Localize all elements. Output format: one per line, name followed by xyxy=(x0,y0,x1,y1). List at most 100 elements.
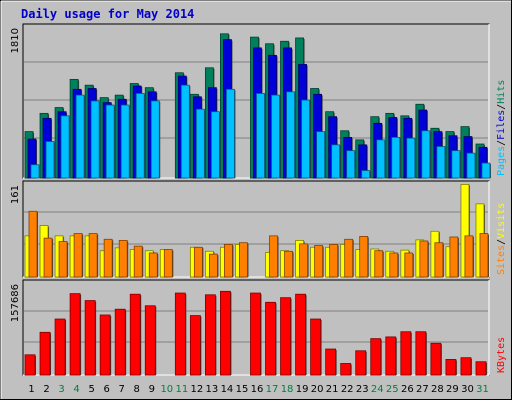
bar-pages xyxy=(120,104,130,179)
bar-pages xyxy=(331,144,341,179)
day-label: 23 xyxy=(356,384,369,395)
bar-kbytes xyxy=(84,300,96,376)
bar-sites xyxy=(299,243,308,278)
day-label: 8 xyxy=(134,384,140,395)
bar-sites xyxy=(224,244,233,278)
bar-pages xyxy=(60,115,70,179)
bar-sites xyxy=(314,245,324,278)
bar-sites xyxy=(148,252,158,278)
bar-pages xyxy=(481,162,491,179)
day-label: 2 xyxy=(43,384,49,395)
bar-pages xyxy=(90,100,100,179)
bar-pages xyxy=(210,111,220,179)
bar-pages xyxy=(466,152,476,179)
bar-sites xyxy=(163,249,173,278)
bar-sites xyxy=(73,233,83,278)
bar-pages xyxy=(316,131,326,179)
bar-kbytes xyxy=(54,318,66,376)
legend-part: Visits xyxy=(496,203,507,239)
ymax-label: 157686 xyxy=(10,284,21,322)
bar-sites xyxy=(208,253,218,278)
day-axis: 1 2 3 4 5 6 7 8 9 10 11 12 13 14 15 16 17 18 19 20 21 22 23 24 2… xyxy=(28,384,489,395)
bar-sites xyxy=(464,235,474,278)
bar-pages xyxy=(361,170,371,179)
bar-kbytes xyxy=(445,359,457,376)
bar-kbytes xyxy=(189,315,201,376)
bar-kbytes xyxy=(370,338,382,376)
bar-sites xyxy=(389,252,399,278)
bar-sites xyxy=(103,238,113,278)
bar-pages xyxy=(180,84,190,179)
legend-part: / xyxy=(496,239,507,245)
bar-sites xyxy=(329,244,339,278)
day-label: 14 xyxy=(221,384,234,395)
day-label: 28 xyxy=(431,384,444,395)
bar-kbytes xyxy=(24,354,36,376)
legend-part: / xyxy=(496,140,507,146)
bar-sites xyxy=(28,210,38,278)
bar-kbytes xyxy=(99,314,111,376)
day-label: 29 xyxy=(446,384,459,395)
day-label: 18 xyxy=(281,384,294,395)
bar-pages xyxy=(150,100,160,179)
bar-pages xyxy=(406,137,416,179)
legend-part: Files xyxy=(496,110,507,140)
legend-part: KBytes xyxy=(496,337,507,373)
bar-kbytes xyxy=(220,290,231,376)
legend-part: Sites xyxy=(496,245,507,275)
bar-pages xyxy=(135,93,145,179)
legend-part: / xyxy=(496,104,507,110)
day-label: 4 xyxy=(73,384,79,395)
bar-kbytes xyxy=(460,357,472,376)
bar-pages xyxy=(376,139,386,179)
bar-kbytes xyxy=(265,301,276,376)
bar-kbytes xyxy=(174,292,186,376)
bar-sites xyxy=(434,242,444,278)
bar-sites xyxy=(479,233,489,278)
bar-sites xyxy=(133,245,143,278)
day-label: 17 xyxy=(266,384,279,395)
bar-kbytes xyxy=(129,293,141,376)
day-label: 25 xyxy=(386,384,399,395)
day-label: 30 xyxy=(461,384,474,395)
bar-pages xyxy=(301,99,310,179)
ymax-label: 1810 xyxy=(10,28,21,53)
day-label: 26 xyxy=(401,384,414,395)
bar-pages xyxy=(436,146,446,179)
bar-sites xyxy=(419,240,429,278)
day-label: 10 xyxy=(160,384,173,395)
day-label: 27 xyxy=(416,384,429,395)
bar-kbytes xyxy=(204,294,216,376)
bar-pages xyxy=(30,164,40,179)
bar-kbytes xyxy=(400,331,412,376)
bar-pages xyxy=(75,94,85,179)
bar-pages xyxy=(226,88,235,179)
bar-kbytes xyxy=(295,293,306,376)
day-label: 13 xyxy=(206,384,219,395)
day-label: 11 xyxy=(175,384,188,395)
bar-kbytes xyxy=(69,293,81,376)
bar-sites xyxy=(239,242,248,278)
ymax-label: 161 xyxy=(10,185,21,204)
bar-sites xyxy=(193,246,203,278)
bar-sites xyxy=(43,237,53,278)
bar-pages xyxy=(271,94,280,179)
bar-kbytes xyxy=(39,331,51,376)
bar-kbytes xyxy=(144,305,156,376)
bar-pages xyxy=(256,93,265,179)
day-label: 21 xyxy=(326,384,339,395)
series-legend-label: Sites/Visits xyxy=(496,203,507,275)
day-label: 7 xyxy=(119,384,125,395)
bar-pages xyxy=(346,150,356,179)
legend-part: Hits xyxy=(496,80,507,104)
bar-sites xyxy=(284,250,293,278)
bar-kbytes xyxy=(310,318,322,376)
bar-sites xyxy=(269,235,278,278)
bar-sites xyxy=(344,238,354,278)
day-label: 31 xyxy=(476,384,489,395)
bar-kbytes xyxy=(114,308,126,376)
day-label: 3 xyxy=(58,384,64,395)
bar-sites xyxy=(404,252,414,278)
